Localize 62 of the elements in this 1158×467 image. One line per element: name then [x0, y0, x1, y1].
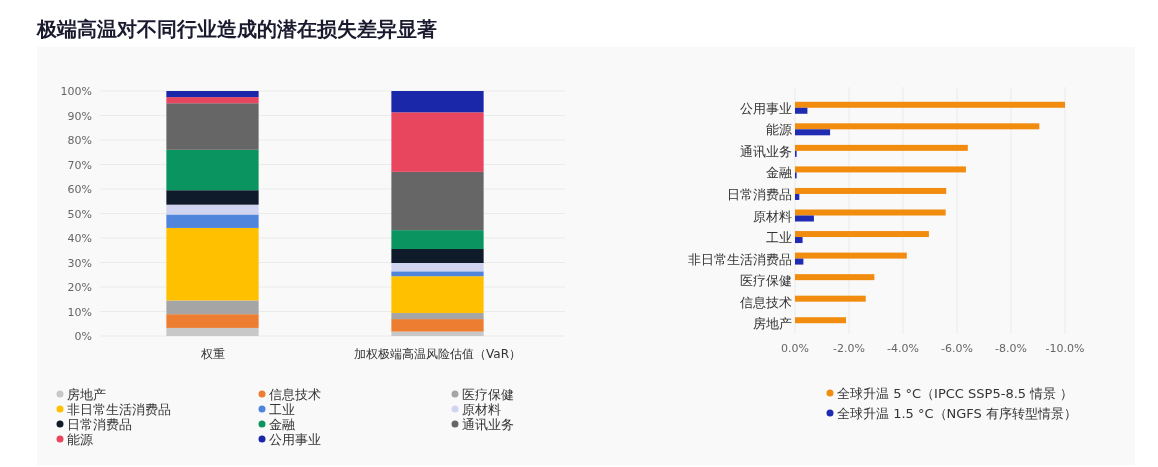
y-tick-label: 日常消费品: [727, 186, 792, 202]
y-tick-label: 60%: [67, 183, 92, 196]
legend-label: 全球升温 1.5 °C（NGFS 有序转型情景）: [837, 406, 1077, 421]
legend-label: 公用事业: [269, 432, 321, 447]
bar: [166, 97, 259, 104]
bar: [166, 204, 259, 215]
bar: [391, 271, 484, 277]
y-tick-label: 10%: [67, 305, 92, 319]
bar: [391, 276, 484, 313]
bar: [391, 319, 484, 332]
y-tick-label: 20%: [67, 281, 92, 294]
y-tick-label: 90%: [67, 109, 92, 123]
bar: [166, 214, 259, 228]
x-tick-label: 0.0%: [781, 342, 809, 355]
legend-label: 通讯业务: [462, 417, 514, 432]
legend-label: 信息技术: [269, 387, 321, 402]
chart-title: 极端高温对不同行业造成的潜在损失差异显著: [36, 17, 437, 41]
y-tick-label: 50%: [67, 207, 92, 221]
y-tick-label: 40%: [67, 232, 92, 245]
legend-label: 全球升温 5 °C（IPCC SSP5-8.5 情景 ）: [837, 386, 1074, 401]
legend-label: 工业: [269, 402, 295, 417]
y-tick-label: 通讯业务: [740, 143, 792, 159]
bar: [166, 314, 259, 328]
x-tick-label: -4.0%: [887, 342, 919, 355]
y-tick-label: 80%: [67, 134, 92, 147]
x-tick-label: -10.0%: [1045, 342, 1085, 355]
x-tick-label: 权重: [199, 347, 225, 361]
y-tick-label: 0%: [74, 330, 92, 343]
bar: [391, 331, 484, 336]
y-tick-label: 信息技术: [740, 294, 792, 310]
bar: [391, 230, 484, 250]
bar: [166, 227, 259, 301]
bar: [166, 190, 259, 205]
bar: [391, 112, 484, 172]
y-tick-label: 原材料: [753, 208, 792, 224]
bar: [391, 91, 484, 113]
y-tick-label: 30%: [67, 256, 92, 270]
y-tick-label: 房地产: [753, 316, 792, 332]
bar: [391, 262, 484, 272]
bar: [391, 249, 484, 263]
y-tick-label: 100%: [60, 85, 92, 98]
legend-label: 原材料: [462, 402, 501, 417]
bar: [391, 312, 484, 320]
bar: [391, 171, 484, 231]
bar: [166, 327, 259, 336]
legend-label: 医疗保健: [462, 387, 514, 402]
y-tick-label: 金融: [766, 165, 792, 181]
y-tick-label: 工业: [766, 230, 792, 246]
bar: [166, 91, 259, 98]
y-tick-label: 医疗保健: [740, 273, 792, 289]
bar: [166, 149, 259, 191]
x-tick-label: -8.0%: [995, 342, 1027, 355]
y-tick-label: 70%: [67, 158, 92, 172]
legend-label: 金融: [269, 417, 295, 432]
y-tick-label: 公用事业: [740, 100, 792, 116]
bar: [166, 300, 259, 315]
x-tick-label: -6.0%: [941, 342, 973, 355]
x-tick-label: 加权极端高温风险估值（VaR）: [354, 347, 521, 361]
y-tick-label: 非日常生活消费品: [688, 251, 792, 267]
y-tick-label: 能源: [766, 122, 792, 138]
x-tick-label: -2.0%: [833, 342, 865, 355]
bar: [166, 103, 259, 150]
